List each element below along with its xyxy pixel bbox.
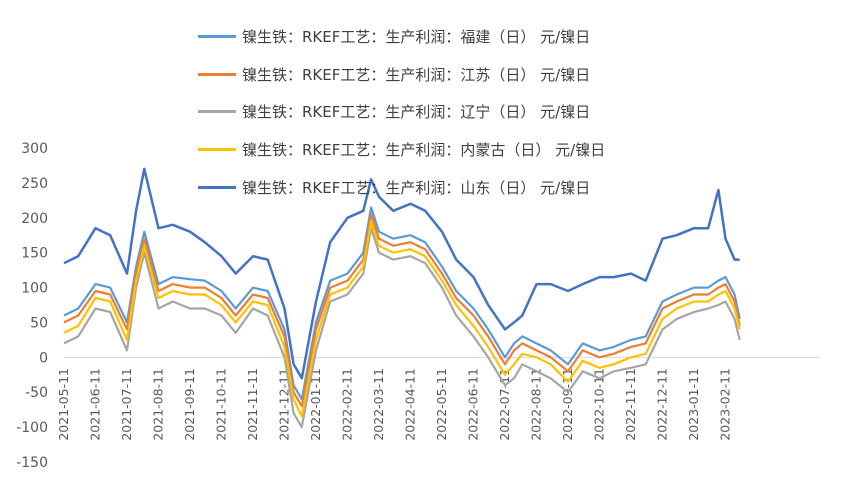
x-tick-label: 2022-11-11 (623, 368, 638, 441)
x-tick-label: 2022-12-11 (655, 368, 670, 441)
x-tick-label: 2022-03-11 (371, 368, 386, 441)
legend-item: 镍生铁：RKEF工艺：生产利润：江苏（日） 元/镍日 (198, 56, 605, 94)
legend-item: 镍生铁：RKEF工艺：生产利润：辽宁（日） 元/镍日 (198, 93, 605, 131)
x-tick-label: 2022-01-11 (308, 368, 323, 441)
x-tick-label: 2021-07-11 (119, 368, 134, 441)
legend-label: 镍生铁：RKEF工艺：生产利润：辽宁（日） 元/镍日 (242, 103, 591, 122)
series-lines (63, 167, 741, 429)
y-tick-label: 50 (30, 315, 48, 331)
series-line-5 (63, 167, 740, 380)
x-tick-label: 2021-10-11 (214, 368, 229, 441)
legend-item: 镍生铁：RKEF工艺：生产利润：内蒙古（日） 元/镍日 (198, 131, 605, 169)
x-tick-label: 2022-02-11 (340, 368, 355, 441)
legend-label: 镍生铁：RKEF工艺：生产利润：山东（日） 元/镍日 (242, 178, 591, 197)
y-tick-label: 0 (39, 350, 48, 366)
x-tick-label: 2023-01-11 (686, 368, 701, 441)
series-line-2 (63, 213, 741, 408)
x-tick-label: 2023-02-11 (718, 368, 733, 441)
x-tick-label: 2022-07-11 (497, 368, 512, 441)
y-tick-label: -150 (16, 455, 48, 471)
legend-label: 镍生铁：RKEF工艺：生产利润：江苏（日） 元/镍日 (242, 65, 591, 84)
x-tick-label: 2022-06-11 (466, 368, 481, 441)
y-tick-label: 250 (21, 176, 48, 192)
series-line-1 (63, 206, 741, 401)
legend-swatch (198, 35, 236, 39)
y-tick-label: 300 (21, 141, 48, 157)
x-tick-label: 2021-05-11 (56, 368, 71, 441)
y-tick-label: 200 (21, 211, 48, 227)
x-tick-label: 2021-06-11 (88, 368, 103, 441)
legend-item: 镍生铁：RKEF工艺：生产利润：山东（日） 元/镍日 (198, 168, 605, 206)
legend-swatch (198, 72, 236, 76)
chart-legend: 镍生铁：RKEF工艺：生产利润：福建（日） 元/镍日 镍生铁：RKEF工艺：生产利… (198, 18, 605, 206)
x-tick-label: 2021-08-11 (151, 368, 166, 441)
legend-label: 镍生铁：RKEF工艺：生产利润：福建（日） 元/镍日 (242, 28, 591, 47)
series-line-4 (63, 220, 741, 418)
x-tick-label: 2021-11-11 (245, 368, 260, 441)
x-tick-label: 2022-05-11 (434, 368, 449, 441)
x-axis-ticks: 2021-05-11 2021-06-11 2021-07-11 2021-08-11… (56, 368, 733, 441)
y-tick-label: -100 (16, 420, 48, 436)
x-tick-label: 2021-09-11 (182, 368, 197, 441)
y-tick-label: 100 (21, 281, 48, 297)
x-tick-label: 2022-09-11 (560, 368, 575, 441)
y-axis-ticks: 300 250 200 150 100 50 0 -50 -100 -150 (16, 141, 48, 471)
legend-item: 镍生铁：RKEF工艺：生产利润：福建（日） 元/镍日 (198, 18, 605, 56)
legend-swatch (198, 110, 236, 114)
x-tick-label: 2022-10-11 (592, 368, 607, 441)
x-tick-label: 2022-04-11 (403, 368, 418, 441)
y-tick-label: 150 (21, 246, 48, 262)
legend-swatch (198, 148, 236, 152)
legend-label: 镍生铁：RKEF工艺：生产利润：内蒙古（日） 元/镍日 (242, 141, 606, 160)
y-tick-label: -50 (25, 385, 48, 401)
x-tick-label: 2021-12-11 (277, 368, 292, 441)
legend-swatch (198, 185, 236, 189)
series-line-3 (63, 227, 741, 429)
x-tick-label: 2022-08-11 (529, 368, 544, 441)
